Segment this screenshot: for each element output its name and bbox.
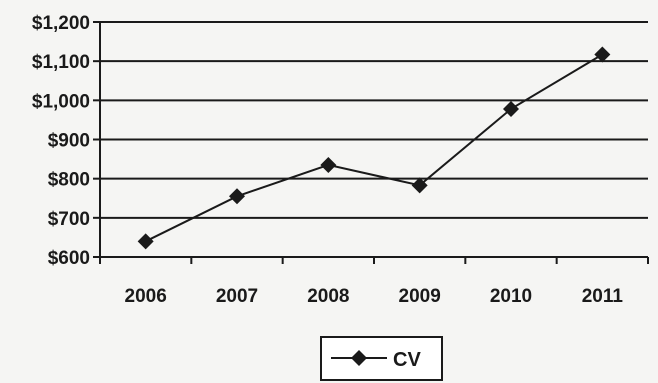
data-point-diamond [320,156,337,173]
data-point-diamond [229,188,245,205]
x-tick-label: 2006 [125,286,167,307]
y-tick-label: $1,000 [32,91,90,112]
grid-lines [100,21,648,258]
y-tick-label: $600 [48,248,90,269]
legend: CV [320,336,443,381]
x-tick-label: 2011 [582,286,624,307]
series-line [145,53,603,243]
data-point-diamond [594,46,611,63]
x-tick-label: 2007 [216,286,258,307]
x-axis-ticks: 2006 2007 2008 2009 2010 2011 [99,257,649,307]
x-tick-label: 2010 [490,286,532,307]
y-tick-label: $700 [48,209,90,230]
x-tick-label: 2009 [399,286,441,307]
data-point-diamond [411,177,428,194]
y-tick-label: $1,200 [32,13,90,34]
y-tick-label: $1,100 [32,52,90,73]
series-cv [137,46,611,250]
y-tick-label: $900 [48,131,90,152]
data-point-diamond [503,100,519,117]
legend-diamond-marker [351,350,367,366]
data-point-diamond [137,233,154,250]
x-tick-label: 2008 [307,286,349,307]
y-tick-label: $800 [48,170,90,191]
y-axis-ticks: $600 $700 $800 $900 $1,000 $1,100 $1,200 [32,13,100,269]
legend-label: CV [393,349,421,371]
